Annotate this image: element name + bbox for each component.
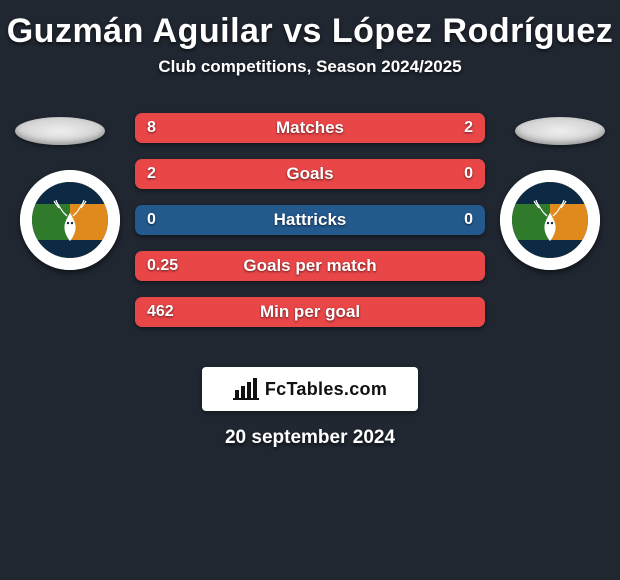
- club-crest-left: [20, 170, 120, 270]
- stat-bars: 8 Matches 2 2 Goals 0 0 Hattricks 0: [135, 113, 485, 343]
- stat-label: Goals per match: [135, 256, 485, 276]
- comparison-stage: 8 Matches 2 2 Goals 0 0 Hattricks 0: [0, 95, 620, 355]
- stat-label: Min per goal: [135, 302, 485, 322]
- deer-icon: [43, 194, 97, 248]
- brand-badge: FcTables.com: [202, 367, 418, 411]
- stat-row: 462 Min per goal: [135, 297, 485, 327]
- stat-row: 2 Goals 0: [135, 159, 485, 189]
- brand-label: FcTables.com: [265, 379, 387, 400]
- stat-row: 0.25 Goals per match: [135, 251, 485, 281]
- infographic-root: Guzmán Aguilar vs López Rodríguez Club c…: [0, 0, 620, 449]
- stat-value-right: 0: [464, 165, 473, 183]
- stat-label: Goals: [135, 164, 485, 184]
- player-left-avatar-placeholder: [15, 117, 105, 145]
- deer-icon: [523, 194, 577, 248]
- page-title: Guzmán Aguilar vs López Rodríguez: [0, 0, 620, 57]
- subtitle: Club competitions, Season 2024/2025: [0, 57, 620, 95]
- stat-row: 0 Hattricks 0: [135, 205, 485, 235]
- player-right-avatar-placeholder: [515, 117, 605, 145]
- club-crest-right: [500, 170, 600, 270]
- barchart-icon: [233, 378, 259, 400]
- stat-label: Hattricks: [135, 210, 485, 230]
- stat-label: Matches: [135, 118, 485, 138]
- stat-value-right: 0: [464, 211, 473, 229]
- stat-value-right: 2: [464, 119, 473, 137]
- date-label: 20 september 2024: [0, 427, 620, 449]
- stat-row: 8 Matches 2: [135, 113, 485, 143]
